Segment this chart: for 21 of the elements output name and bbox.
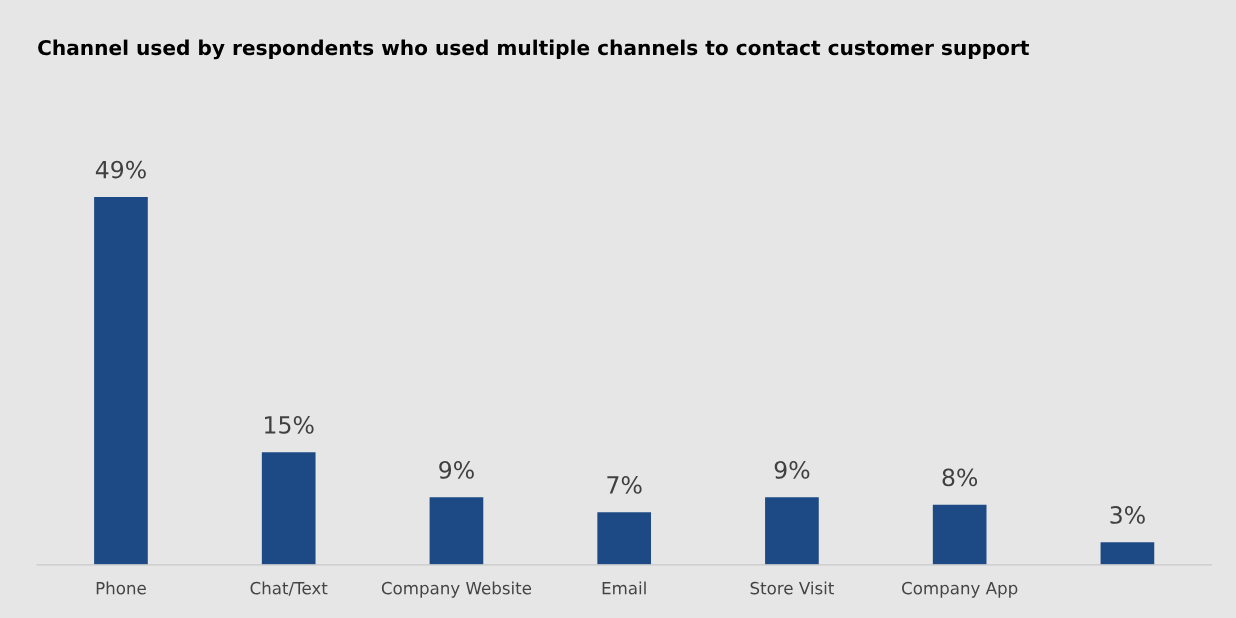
bar: [94, 196, 148, 565]
data-label: 9%: [439, 460, 474, 479]
x-tick-label: Store Visit: [750, 581, 834, 595]
data-label: 9%: [774, 460, 810, 479]
bar: [597, 512, 652, 565]
bar: [932, 504, 987, 565]
x-tick-label: Company Website: [381, 581, 532, 598]
x-tick-label: Chat/Text: [250, 581, 328, 596]
bar: [1100, 542, 1155, 565]
x-tick-label: Phone: [96, 581, 146, 595]
chart-title: Channel used by respondents who used multiple channels to contact customer support: [38, 39, 1030, 60]
data-label: 3%: [1110, 506, 1145, 524]
data-label: 7%: [607, 475, 642, 494]
bar: [261, 452, 316, 565]
data-label: 8%: [942, 468, 978, 487]
bar: [765, 497, 819, 565]
bar: [429, 497, 484, 565]
data-label: 15%: [265, 415, 314, 434]
data-label: 49%: [95, 160, 146, 179]
x-tick-label: Email: [602, 581, 646, 595]
x-tick-label: Company App: [902, 581, 1018, 598]
